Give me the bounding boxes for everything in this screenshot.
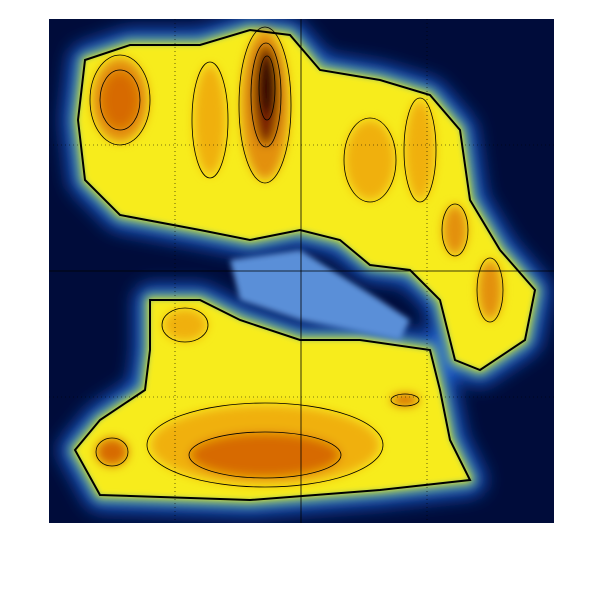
reference-lines bbox=[49, 19, 554, 523]
density-layers bbox=[60, 19, 550, 515]
contours bbox=[73, 26, 537, 502]
